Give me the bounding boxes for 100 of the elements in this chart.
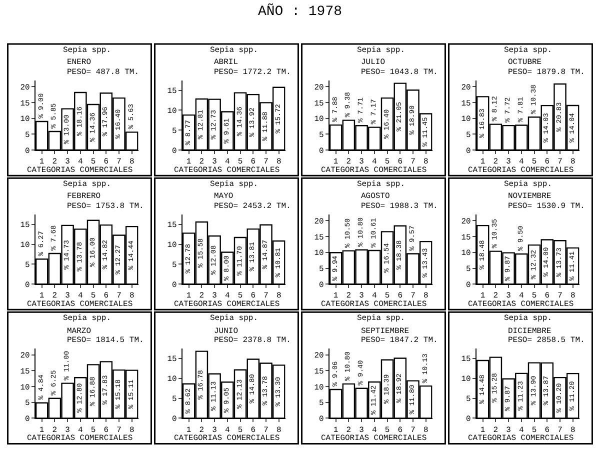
x-axis-title: CATEGORIAS COMERCIALES [27, 434, 133, 443]
text: Sepia spp. [210, 46, 258, 55]
y-tick-label: 15 [20, 99, 30, 108]
y-tick-label: 5 [318, 265, 324, 274]
x-axis-title: CATEGORIAS COMERCIALES [468, 434, 574, 443]
x-tick-label: 4 [519, 158, 524, 167]
chart-subtitle: PESO= 487.8 TM. [67, 68, 140, 77]
x-tick-label: 5 [90, 292, 96, 301]
y-tick-label: 5 [24, 260, 30, 270]
y-tick-label: 15 [314, 99, 324, 108]
y-tick-label: 20 [314, 218, 324, 227]
chart-title: FEBRERO [67, 192, 101, 201]
x-tick-label: 7 [410, 292, 416, 301]
y-tick-label: 5 [318, 399, 324, 408]
x-tick-label: 2 [199, 158, 204, 167]
chart-subtitle: PESO= 1814.5 TM. [67, 336, 144, 345]
y-tick-label: 5 [318, 130, 324, 140]
x-axis-title: CATEGORIAS COMERCIALES [174, 434, 280, 443]
y-tick-label: 0 [172, 414, 177, 424]
x-tick-label: 3 [65, 292, 70, 301]
y-tick-label: 0 [24, 146, 30, 156]
y-tick-label: 0 [466, 414, 471, 424]
y-tick-label: 15 [461, 233, 471, 242]
y-tick-label: 0 [172, 146, 177, 156]
x-tick-label: 3 [212, 426, 218, 435]
chart-subtitle: PESO= 2858.5 TM. [508, 336, 585, 345]
y-tick-label: 20 [20, 352, 30, 361]
x-tick-label: 5 [532, 292, 537, 301]
y-tick-label: 10 [167, 241, 177, 250]
text: Sepia spp. [63, 314, 112, 323]
x-tick-label: 6 [544, 158, 550, 167]
chart-subtitle: PESO= 1530.9 TM. [508, 202, 585, 211]
y-tick-label: 5 [24, 130, 30, 140]
x-tick-label: 5 [384, 426, 390, 435]
x-tick-label: 3 [506, 426, 512, 435]
x-tick-label: 3 [359, 158, 364, 167]
x-tick-label: 6 [398, 292, 403, 301]
text: Sepia spp. [210, 314, 258, 323]
x-tick-label: 6 [398, 426, 403, 435]
x-tick-label: 6 [250, 426, 256, 435]
y-tick-label: 10 [20, 241, 30, 250]
text: Sepia spp. [357, 314, 406, 323]
x-tick-label: 4 [78, 292, 84, 301]
x-axis-title: CATEGORIAS COMERCIALES [321, 300, 427, 309]
y-tick-label: 20 [20, 83, 30, 92]
y-tick-label: 5 [24, 399, 30, 408]
y-tick-label: 15 [314, 233, 324, 242]
y-tick-label: 15 [20, 221, 30, 230]
y-tick-label: 10 [461, 249, 471, 258]
y-tick-label: 5 [466, 130, 471, 140]
y-tick-label: 10 [461, 375, 471, 384]
x-tick-label: 7 [558, 158, 563, 167]
y-tick-label: 10 [167, 106, 177, 116]
x-tick-label: 8 [276, 292, 282, 301]
x-tick-label: 1 [186, 292, 192, 301]
chart-subtitle: PESO= 1772.2 TM. [214, 68, 291, 77]
x-tick-label: 4 [372, 158, 378, 167]
x-tick-label: 3 [359, 426, 364, 435]
y-tick-label: 0 [466, 280, 471, 290]
text: Sepia spp. [504, 314, 552, 323]
x-tick-label: 1 [480, 292, 486, 301]
x-tick-label: 5 [384, 292, 390, 301]
x-tick-label: 2 [52, 292, 58, 301]
x-tick-label: 1 [333, 426, 338, 435]
chart-subtitle: PESO= 1847.2 TM. [361, 336, 438, 345]
x-tick-label: 7 [264, 426, 269, 435]
x-tick-label: 5 [238, 158, 243, 167]
chart-subtitle: PESO= 1753.8 TM. [67, 202, 144, 211]
x-tick-label: 7 [264, 292, 269, 301]
x-tick-label: 4 [372, 426, 378, 435]
y-tick-label: 0 [24, 280, 30, 290]
chart-subtitle: PESO= 1988.3 TM. [361, 202, 438, 211]
x-tick-label: 2 [493, 426, 498, 435]
y-tick-label: 10 [461, 115, 471, 124]
x-tick-label: 6 [544, 426, 550, 435]
y-tick-label: 20 [461, 218, 471, 227]
y-tick-label: 0 [466, 146, 471, 156]
x-tick-label: 7 [558, 292, 563, 301]
x-tick-label: 7 [116, 426, 122, 435]
x-tick-label: 1 [333, 158, 338, 167]
x-tick-label: 5 [238, 292, 243, 301]
x-tick-label: 6 [104, 292, 109, 301]
x-tick-label: 3 [65, 426, 70, 435]
x-axis-title: CATEGORIAS COMERCIALES [321, 434, 427, 443]
x-tick-label: 5 [384, 158, 390, 167]
x-tick-label: 4 [78, 426, 84, 435]
y-tick-label: 5 [172, 126, 177, 136]
text: Sepia spp. [357, 46, 406, 55]
x-tick-label: 8 [129, 158, 134, 167]
x-tick-label: 5 [90, 158, 96, 167]
chart-title: AGOSTO [361, 192, 390, 201]
chart-title: MARZO [67, 327, 92, 336]
x-tick-label: 7 [116, 292, 122, 301]
x-axis-title: CATEGORIAS COMERCIALES [27, 300, 133, 309]
chart-title: JUNIO [214, 327, 238, 336]
x-tick-label: 2 [52, 158, 58, 167]
x-tick-label: 4 [225, 158, 230, 167]
text: Sepia spp. [504, 180, 552, 189]
chart-title: OCTUBRE [508, 58, 542, 67]
y-tick-label: 20 [314, 83, 324, 92]
